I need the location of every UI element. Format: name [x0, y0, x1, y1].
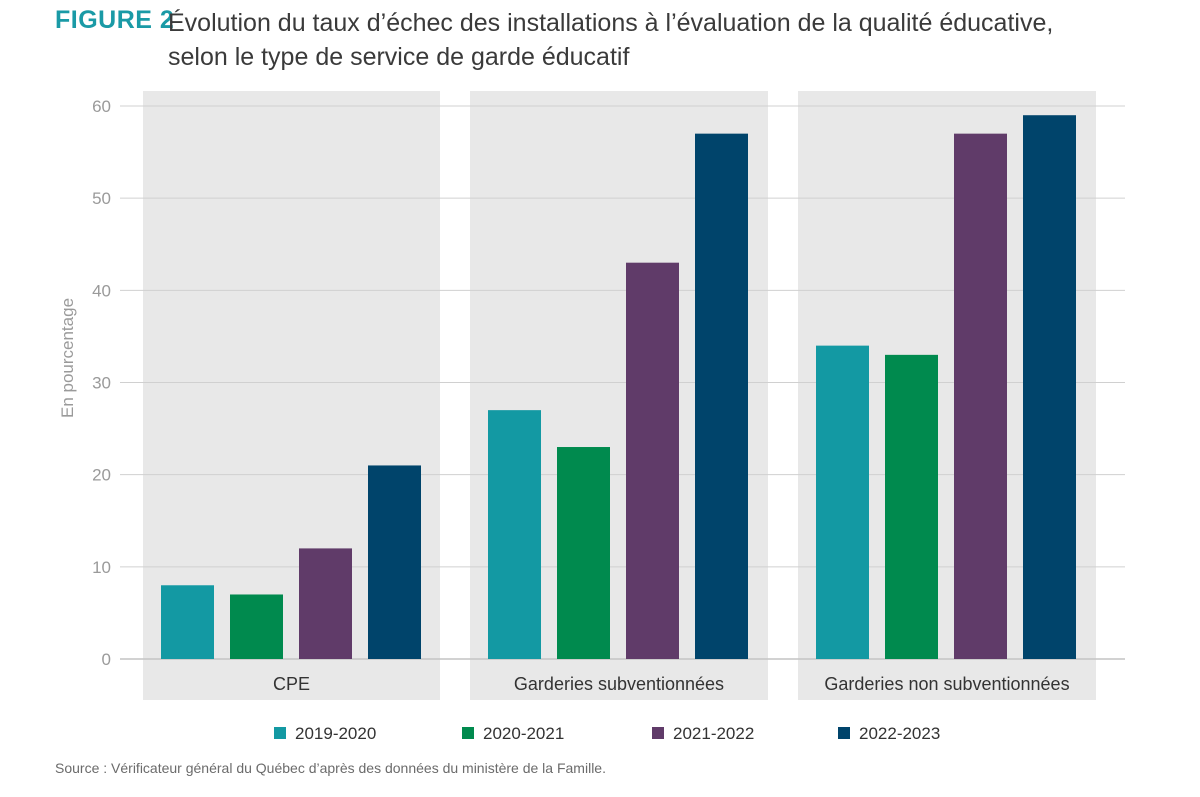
bar	[161, 585, 214, 659]
x-category-label: CPE	[273, 674, 310, 694]
bar	[230, 594, 283, 659]
figure-label: FIGURE 2	[55, 6, 175, 34]
legend-label: 2022-2023	[859, 724, 940, 743]
y-tick-label: 50	[92, 189, 111, 208]
y-tick-label: 60	[92, 97, 111, 116]
legend-label: 2019-2020	[295, 724, 376, 743]
legend-swatch	[462, 727, 474, 739]
bar	[299, 548, 352, 659]
legend-swatch	[838, 727, 850, 739]
bar	[488, 410, 541, 659]
bar	[626, 262, 679, 659]
figure-title-line-2: selon le type de service de garde éducat…	[168, 43, 630, 71]
legend-label: 2020-2021	[483, 724, 564, 743]
y-axis-label: En pourcentage	[58, 298, 77, 418]
y-tick-label: 20	[92, 466, 111, 485]
y-tick-label: 0	[102, 650, 111, 669]
bar	[368, 465, 421, 659]
bar	[954, 133, 1007, 659]
legend-swatch	[274, 727, 286, 739]
source-note: Source : Vérificateur général du Québec …	[55, 760, 606, 776]
bar	[1023, 115, 1076, 659]
legend-label: 2021-2022	[673, 724, 754, 743]
x-category-label: Garderies non subventionnées	[824, 674, 1069, 694]
bar	[557, 447, 610, 659]
bar	[816, 345, 869, 659]
y-tick-label: 30	[92, 374, 111, 393]
bar	[695, 133, 748, 659]
legend-swatch	[652, 727, 664, 739]
y-tick-label: 10	[92, 558, 111, 577]
figure-title: Évolution du taux d’échec des installati…	[168, 6, 1158, 74]
figure-title-line-1: Évolution du taux d’échec des installati…	[168, 9, 1054, 37]
x-category-label: Garderies subventionnées	[514, 674, 724, 694]
bar	[885, 354, 938, 659]
y-tick-label: 40	[92, 281, 111, 300]
